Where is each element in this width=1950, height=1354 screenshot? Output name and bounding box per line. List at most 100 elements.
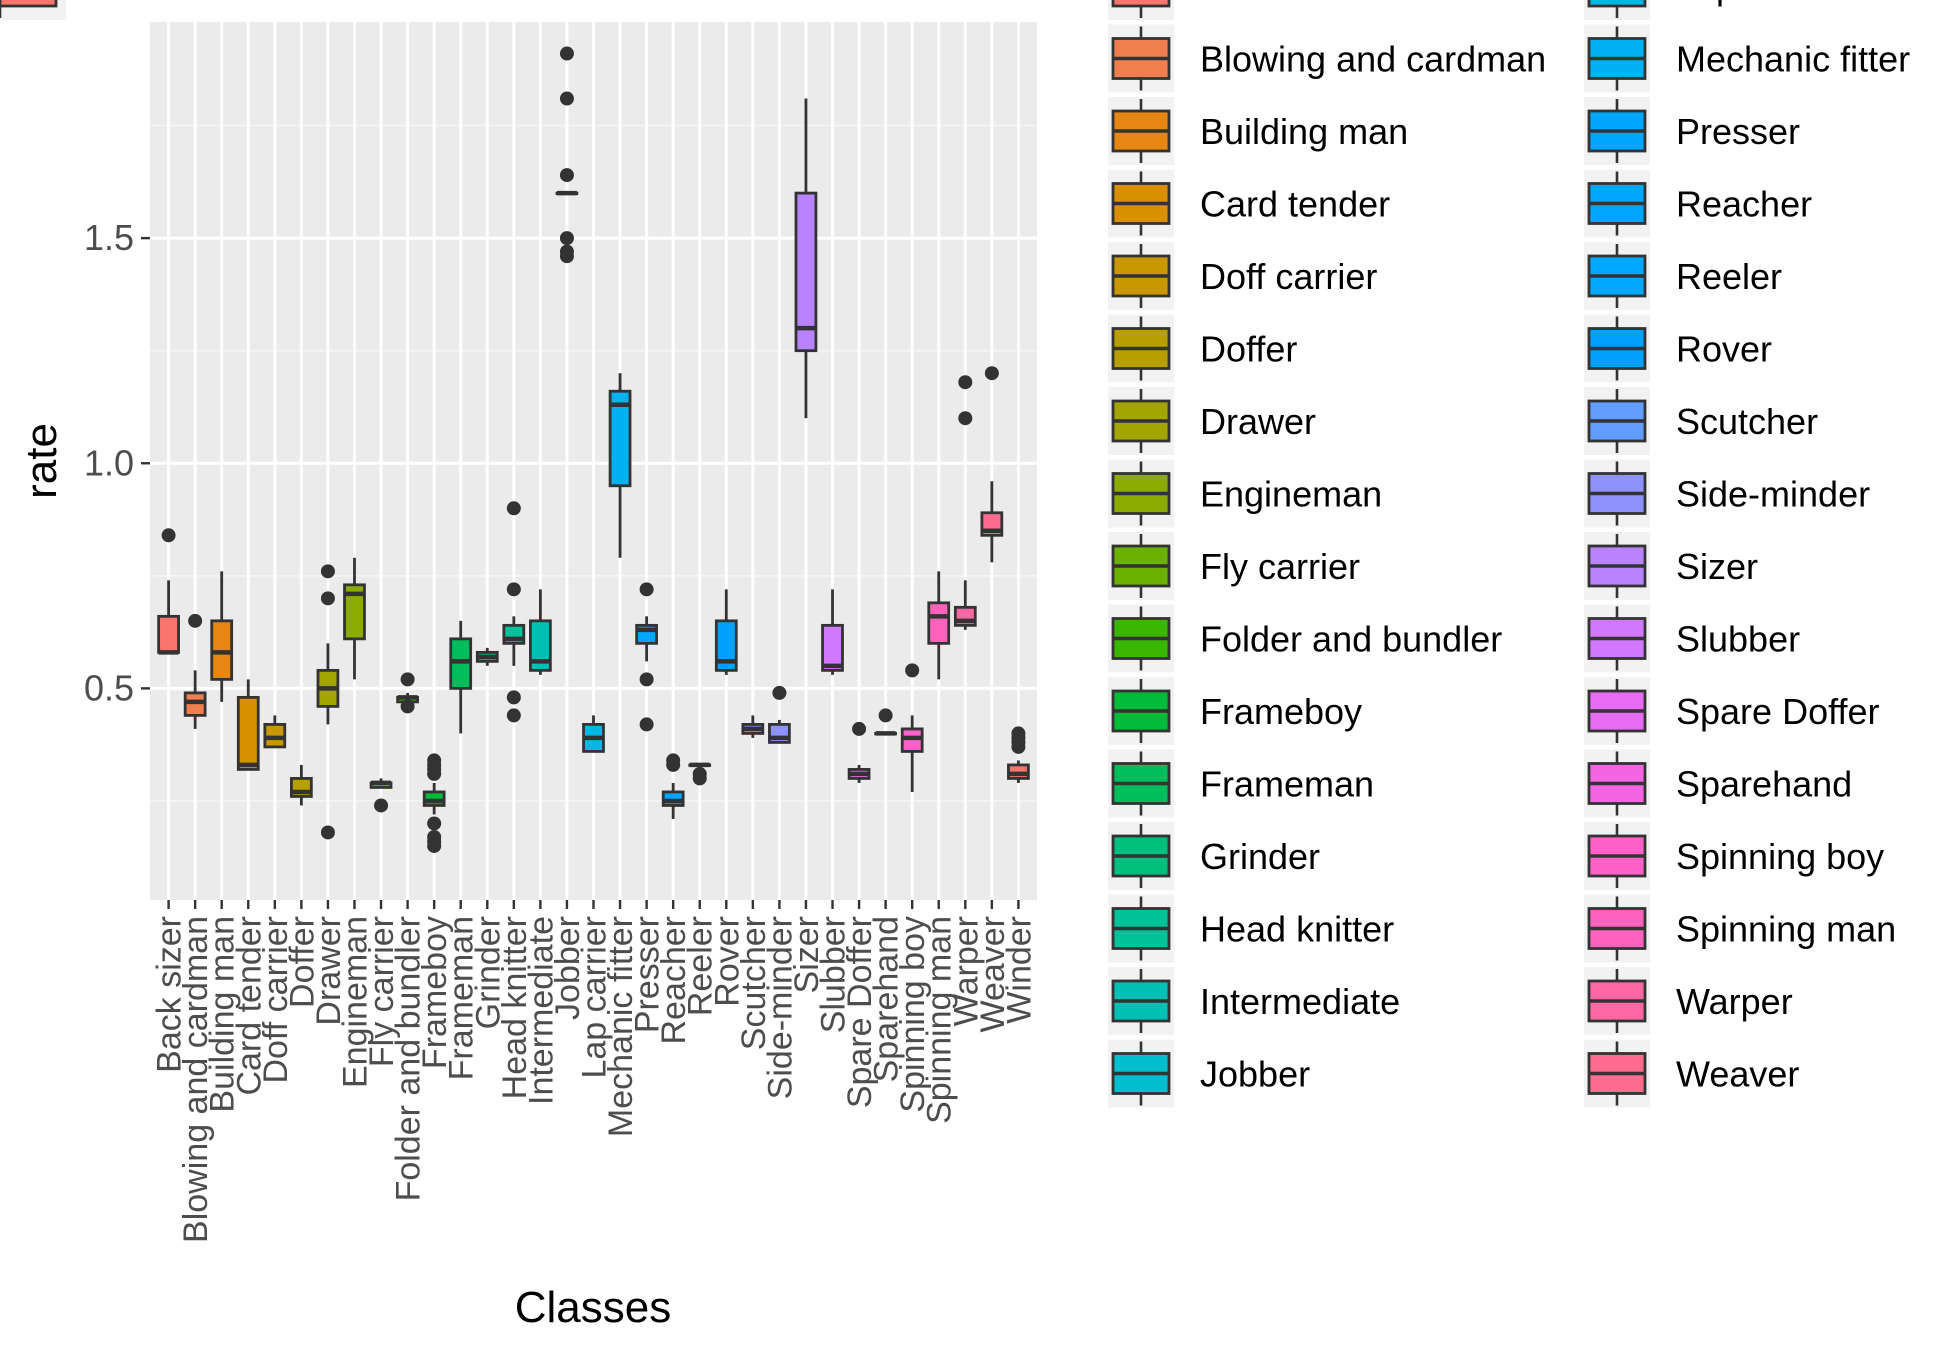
outlier-point [639,717,654,732]
box-14 [502,501,526,723]
legend-label: Frameman [1200,764,1374,805]
x-tick-label: Engineman [336,916,374,1088]
outlier-point [692,766,707,781]
x-tick-label: Spinning man [921,916,959,1124]
outlier-point [506,501,521,516]
legend-label: Engineman [1200,474,1382,515]
legend-label: Building man [1200,111,1408,152]
legend-item: Spare Doffer [1584,677,1879,745]
box-27 [847,721,871,783]
legend-item: Doffer [1108,314,1297,383]
x-tick-label: Frameboy [416,916,454,1069]
legend-item: Presser [1584,97,1800,165]
outlier-point [958,375,973,390]
outlier-point [878,708,893,723]
box-body [661,790,685,807]
x-tick-label: Spare Doffer [841,916,879,1108]
box-16 [555,46,579,264]
legend-item: Weaver [1584,1039,1799,1108]
outlier-point [427,829,442,844]
legend-label: Intermediate [1200,981,1400,1022]
box-9 [369,778,393,813]
box-body [263,723,287,749]
legend-item: Reeler [1584,242,1782,310]
legend-item: Intermediate [1108,967,1400,1035]
boxes [157,46,1030,853]
box-body [157,614,180,654]
x-tick-label: Winder [1000,916,1038,1024]
box-body [794,191,818,353]
legend-item: Slubber [1584,604,1800,673]
y-axis: 0.5 1.0 1.5 [84,217,150,708]
box-28 [874,708,897,736]
outlier-point [559,244,574,259]
outlier-point [506,582,521,597]
box-24 [768,685,791,744]
x-tick-label: Sizer [788,916,826,993]
box-11 [422,753,446,853]
x-tick-label: Weaver [974,916,1012,1033]
x-tick-label: Jobber [549,916,587,1020]
outlier-point [400,672,415,687]
legend-label: Spare Doffer [1676,691,1879,732]
legend-label: Winder [0,0,114,7]
outlier-point [559,46,574,61]
outlier-point [666,753,681,768]
outlier-point [506,690,521,705]
legend-item: Drawer [1108,387,1316,455]
legend-item: Sparehand [1584,749,1852,818]
x-tick-label: Back sizer [151,916,189,1073]
outlier-point [1011,726,1026,741]
outlier-point [427,753,442,768]
box-17 [582,715,605,753]
legend-item: Doff carrier [1108,242,1377,310]
legend-label: Mechanic fitter [1676,39,1910,80]
y-tick-label: 0.5 [84,667,134,708]
legend-item: Mechanic fitter [1584,24,1910,93]
legend-item: Fly carrier [1108,532,1360,600]
legend-label: Folder and bundler [1200,619,1502,660]
y-tick-label: 1.5 [84,217,134,258]
legend-item: Reacher [1584,169,1812,238]
box-body [900,727,924,753]
legend-label: Side-minder [1676,474,1870,515]
x-tick-label: Side-minder [761,916,799,1099]
box-3 [210,571,234,702]
box-10 [396,672,419,714]
outlier-point [639,582,654,597]
x-tick-label: Blowing and cardman [177,916,215,1243]
box-body [422,790,446,807]
box-31 [953,375,977,630]
legend-item: Spinning boy [1584,822,1884,890]
legend-item: Frameboy [1108,677,1362,745]
legend-item: Card tender [1108,169,1390,238]
legend-label: Lap carrier [1676,0,1848,7]
outlier-point [559,231,574,246]
x-tick-label: Building man [204,916,242,1113]
legend-label: Rover [1676,329,1772,370]
box-2 [183,613,207,729]
box-body [183,691,207,717]
legend-label: Reacher [1676,184,1812,225]
legend-label: Spinning man [1676,909,1896,950]
legend-label: Head knitter [1200,909,1394,950]
outlier-point [320,825,335,840]
outlier-point [427,816,442,831]
box-23 [741,715,765,738]
box-22 [714,589,738,675]
x-tick-label: Frameman [443,916,481,1080]
outlier-point [320,564,335,579]
x-tick-label: Rover [708,916,746,1007]
legend-label: Reeler [1676,256,1782,297]
legend-item: Head knitter [1108,894,1394,963]
legend-label: Scutcher [1676,401,1818,442]
legend-item: Back sizer [1108,0,1366,20]
x-tick-label: Doffer [283,916,321,1008]
x-tick-label: Folder and bundler [390,916,428,1201]
legend-item: Winder [0,0,114,20]
x-tick-label: Spinning boy [894,916,932,1113]
legend-item: Blowing and cardman [1108,24,1546,93]
legend-item: Spinning man [1584,894,1896,963]
x-tick-label: Reacher [655,916,693,1045]
